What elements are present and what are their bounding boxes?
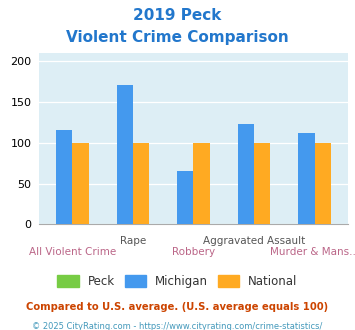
Bar	[254, 143, 271, 224]
Bar	[116, 85, 133, 224]
Text: Compared to U.S. average. (U.S. average equals 100): Compared to U.S. average. (U.S. average …	[26, 302, 329, 312]
Bar	[56, 130, 72, 224]
Text: Rape: Rape	[120, 236, 146, 246]
Text: Aggravated Assault: Aggravated Assault	[203, 236, 305, 246]
Legend: Peck, Michigan, National: Peck, Michigan, National	[54, 272, 301, 292]
Text: All Violent Crime: All Violent Crime	[29, 247, 116, 257]
Text: Violent Crime Comparison: Violent Crime Comparison	[66, 30, 289, 45]
Bar	[72, 143, 89, 224]
Text: © 2025 CityRating.com - https://www.cityrating.com/crime-statistics/: © 2025 CityRating.com - https://www.city…	[32, 322, 323, 330]
Bar	[238, 124, 254, 224]
Text: Robbery: Robbery	[172, 247, 215, 257]
Bar	[193, 143, 210, 224]
Bar	[177, 171, 193, 224]
Text: 2019 Peck: 2019 Peck	[133, 8, 222, 23]
Bar	[315, 143, 331, 224]
Bar	[298, 133, 315, 224]
Bar	[133, 143, 149, 224]
Text: Murder & Mans...: Murder & Mans...	[270, 247, 355, 257]
